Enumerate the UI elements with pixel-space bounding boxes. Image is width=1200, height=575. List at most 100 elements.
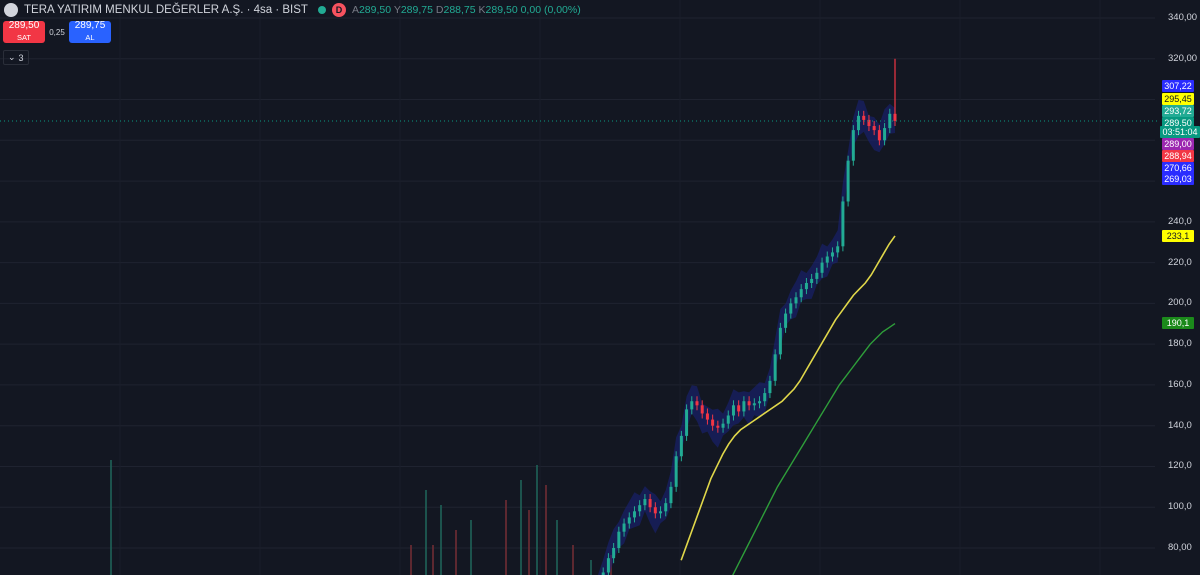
ohlc-readout: A289,50 Y289,75 D288,75 K289,50 0,00 (0,… (351, 4, 581, 16)
candle-body (632, 511, 636, 518)
candle-body (758, 401, 762, 404)
price-tag: 293,72 (1162, 105, 1194, 117)
candle-body (700, 405, 704, 414)
axis-tick-label: 340,00 (1168, 12, 1198, 23)
volume-bar (536, 465, 538, 575)
volume-bar (505, 500, 507, 575)
candle-body (674, 456, 678, 487)
price-tag: 03:51:04 (1160, 126, 1200, 138)
candle-body (815, 272, 819, 279)
candle-body (737, 405, 741, 412)
spread-value: 0,25 (49, 27, 65, 37)
axis-tick-label: 200,0 (1168, 297, 1192, 309)
candle-body (705, 413, 709, 420)
symbol-logo-icon (4, 3, 18, 17)
candle-body (825, 256, 829, 263)
candle-body (830, 252, 834, 257)
candle-body (857, 115, 861, 131)
price-tag: 295,45 (1162, 93, 1194, 105)
candle-body (747, 401, 751, 406)
ma-slow-line (732, 322, 896, 575)
volume-bar (110, 460, 112, 575)
ma-fast-line (680, 235, 896, 561)
candle-body (888, 113, 892, 129)
candle-body (851, 130, 855, 161)
volume-bar (440, 505, 442, 575)
sell-button[interactable]: 289,50 SAT (3, 21, 45, 43)
volume-bar (425, 490, 427, 575)
candle-body (643, 499, 647, 506)
price-tag: 270,66 (1162, 162, 1194, 174)
candle-body (690, 401, 694, 410)
volume-bar (432, 545, 434, 575)
candle-body (617, 531, 621, 548)
volume-bar (520, 480, 522, 575)
candle-body (778, 327, 782, 355)
symbol-title[interactable]: TERA YATIRIM MENKUL DEĞERLER A.Ş. · 4sa … (24, 4, 308, 16)
candle-body (622, 523, 626, 532)
candle-body (883, 128, 887, 141)
candle-body (799, 289, 803, 298)
price-tag: 307,22 (1162, 80, 1194, 92)
price-tag: 289,00 (1162, 138, 1194, 150)
candle-body (804, 283, 808, 290)
candle-body (752, 403, 756, 406)
candle-body (768, 380, 772, 394)
candle-body (716, 425, 720, 428)
candle-body (721, 423, 725, 428)
axis-tick-label: 320,00 (1168, 52, 1198, 64)
candle-body (789, 303, 793, 314)
candle-body (742, 401, 746, 412)
candle-body (648, 499, 652, 508)
volume-bar (410, 545, 412, 575)
price-band-area (598, 99, 895, 575)
candle-body (773, 354, 777, 381)
axis-tick-label: 80,00 (1168, 542, 1192, 553)
candle-body (679, 435, 683, 457)
candle-body (784, 313, 788, 328)
buy-button[interactable]: 289,75 AL (69, 21, 111, 43)
candle-body (601, 572, 605, 575)
candle-body (669, 486, 673, 504)
price-tag: 190,1 (1162, 317, 1194, 329)
axis-tick-label: 140,0 (1168, 419, 1192, 431)
candle-body (872, 126, 876, 131)
axis-tick-label: 240,0 (1168, 215, 1192, 227)
volume-bar (556, 520, 558, 575)
candle-body (638, 505, 642, 512)
candle-body (893, 113, 897, 121)
chart-header: TERA YATIRIM MENKUL DEĞERLER A.Ş. · 4sa … (4, 3, 581, 17)
market-status-icon (317, 6, 326, 14)
candle-body (612, 548, 616, 559)
chevron-down-icon: ⌄ (8, 52, 16, 62)
axis-tick-label: 120,0 (1168, 460, 1192, 472)
price-tag: 233,1 (1162, 230, 1194, 242)
candle-body (695, 401, 699, 406)
candle-body (846, 160, 850, 202)
candle-body (627, 517, 631, 524)
candle-body (877, 130, 881, 141)
candle-body (606, 558, 610, 573)
candle-body (862, 115, 866, 120)
axis-tick-label: 180,0 (1168, 338, 1192, 350)
volume-bar (528, 510, 530, 575)
candle-body (726, 415, 730, 424)
volume-bar (545, 485, 547, 575)
volume-bar (470, 520, 472, 575)
candle-body (867, 119, 871, 127)
candle-body (841, 201, 845, 247)
candle-body (836, 246, 840, 253)
volume-bar (455, 530, 457, 575)
volume-bar (572, 545, 574, 575)
candle-body (659, 511, 663, 514)
axis-tick-label: 220,0 (1168, 256, 1192, 268)
candle-body (794, 297, 798, 304)
candle-body (731, 405, 735, 416)
candle-body (664, 503, 668, 512)
price-tag: 269,03 (1162, 173, 1194, 185)
candle-body (820, 262, 824, 273)
axis-tick-label: 160,0 (1168, 378, 1192, 390)
indicators-toggle-button[interactable]: ⌄ 3 (3, 50, 29, 65)
axis-tick-label: 100,0 (1168, 501, 1192, 513)
